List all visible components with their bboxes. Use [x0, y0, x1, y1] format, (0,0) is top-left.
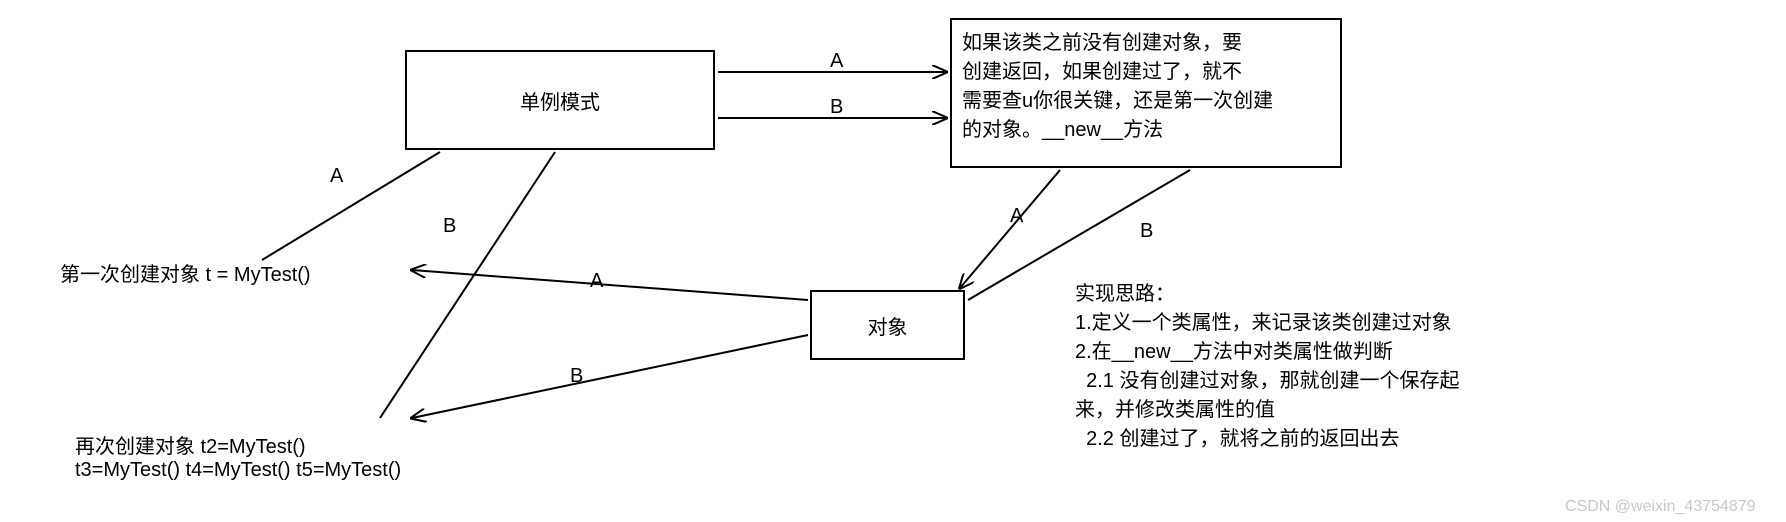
box-new-label: 如果该类之前没有创建对象，要 创建返回，如果创建过了，就不 需要查u你很关键，还… [962, 26, 1273, 142]
edge-label-B-down: B [1140, 220, 1153, 243]
box-singleton-label: 单例模式 [520, 86, 600, 115]
arrow-A_left_up [262, 152, 440, 260]
box-singleton-pattern: 单例模式 [405, 50, 715, 150]
edge-label-B-mid: B [570, 365, 583, 388]
edge-label-A-left: A [330, 165, 343, 188]
text-first-create: 第一次创建对象 t = MyTest() [60, 258, 311, 287]
implementation-notes: 实现思路： 1.定义一个类属性，来记录该类创建过对象 2.在__new__方法中… [1075, 280, 1459, 454]
box-object-label: 对象 [868, 311, 908, 340]
edge-label-B-topright: B [830, 96, 843, 119]
text-again-create: 再次创建对象 t2=MyTest() t3=MyTest() t4=MyTest… [75, 430, 401, 482]
edge-label-A-mid: A [590, 270, 603, 293]
arrow-A_obj_left [412, 270, 808, 300]
box-object: 对象 [810, 290, 965, 360]
arrow-B_left_up [380, 152, 555, 418]
diagram-canvas: 单例模式 如果该类之前没有创建对象，要 创建返回，如果创建过了，就不 需要查u你… [0, 0, 1786, 522]
watermark: CSDN @weixin_43754879 [1565, 498, 1756, 516]
edge-label-A-topright: A [830, 50, 843, 73]
edge-label-B-left: B [443, 215, 456, 238]
arrow-A_new_down [960, 170, 1060, 288]
box-new-method: 如果该类之前没有创建对象，要 创建返回，如果创建过了，就不 需要查u你很关键，还… [950, 18, 1342, 168]
arrow-B_obj_left [412, 335, 808, 418]
edge-label-A-down: A [1010, 205, 1023, 228]
